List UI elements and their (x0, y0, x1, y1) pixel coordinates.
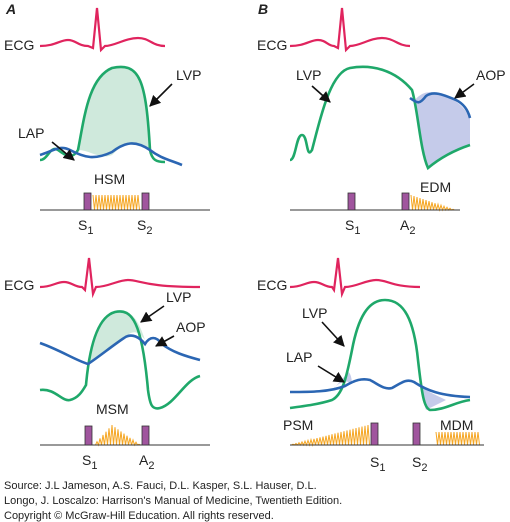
heart-sound (84, 425, 93, 446)
lap-curve (289, 377, 471, 399)
ecg-trace (289, 7, 411, 53)
lvp-curve (39, 310, 201, 410)
ecg-label: ECG (257, 277, 287, 293)
regurgitant-area (78, 66, 150, 157)
lap-curve (39, 142, 183, 167)
lvp-curve (289, 65, 471, 171)
sound-label: A2 (139, 452, 154, 472)
murmur-waveform (94, 424, 141, 447)
curve-label: LAP (18, 125, 44, 141)
curve-label: LAP (286, 349, 312, 365)
heart-sound (141, 425, 150, 446)
panel-label: A (5, 1, 16, 17)
sound-letter: A (400, 217, 410, 233)
heart-sound (401, 192, 410, 211)
murmur-waveform (290, 424, 370, 447)
panel-a: A ECG LVP LAP HSM S1 S2 (4, 1, 210, 237)
heart-sound (83, 192, 92, 211)
sound-sub: 1 (91, 460, 97, 472)
panel-d: ECG LVP LAP PSM MDM S1 S2 (257, 257, 484, 474)
sound-label: S1 (82, 452, 97, 472)
ecg-trace (39, 7, 166, 53)
murmur (290, 424, 480, 447)
source-line: Longo, J. Loscalzo: Harrison's Manual of… (4, 495, 342, 507)
heart-sound (412, 422, 421, 446)
arrow (155, 335, 175, 347)
sound-sub: 2 (409, 225, 415, 237)
arrow (317, 365, 345, 383)
murmur (94, 424, 141, 447)
murmur-waveform (92, 194, 140, 211)
sound-letter: S (370, 454, 379, 470)
curve-label: LVP (166, 289, 191, 305)
arrow (51, 141, 75, 161)
gradient-area (88, 311, 145, 365)
sound-label: S1 (345, 217, 360, 237)
curve-label: LVP (302, 305, 327, 321)
sound-letter: S (78, 217, 87, 233)
arrow (149, 83, 173, 107)
sound-label: S2 (412, 454, 427, 474)
arrow (321, 321, 345, 347)
sound-label: S2 (137, 217, 152, 237)
murmur-label: PSM (283, 417, 313, 433)
sound-letter: S (137, 217, 146, 233)
sound-label: S1 (78, 217, 93, 237)
aop-curve (39, 334, 201, 366)
curve-label: LVP (176, 67, 201, 83)
heart-sound (347, 192, 356, 211)
sound-sub: 2 (148, 460, 154, 472)
heart-sound (141, 192, 150, 211)
ecg-label: ECG (4, 37, 34, 53)
murmur-label: MDM (440, 417, 473, 433)
murmur (410, 194, 455, 212)
curve-label: AOP (176, 319, 206, 335)
arrow (140, 305, 165, 323)
ecg-trace (289, 257, 421, 299)
murmur-label: HSM (94, 171, 125, 187)
source-line: Copyright © McGraw-Hill Education. All r… (4, 510, 274, 522)
lvp-curve (289, 298, 471, 412)
arrow (454, 83, 475, 99)
sound-sub: 2 (421, 462, 427, 474)
ecg-trace (39, 257, 201, 299)
sound-letter: S (345, 217, 354, 233)
panel-label: B (258, 1, 268, 17)
sound-letter: S (412, 454, 421, 470)
sound-label: A2 (400, 217, 415, 237)
ecg-label: ECG (4, 277, 34, 293)
source-line: Source: J.L Jameson, A.S. Fauci, D.L. Ka… (4, 480, 317, 492)
curve-label: AOP (476, 67, 506, 83)
sound-sub: 2 (146, 225, 152, 237)
murmur (92, 194, 140, 211)
sound-letter: S (82, 452, 91, 468)
sound-sub: 1 (87, 225, 93, 237)
murmur-label: MSM (96, 401, 129, 417)
aop-curve (409, 92, 472, 119)
murmur-waveform (410, 194, 455, 212)
murmur-label: EDM (420, 179, 451, 195)
sound-sub: 1 (379, 462, 385, 474)
ecg-label: ECG (257, 37, 287, 53)
heart-sound (370, 422, 379, 446)
arrow (311, 85, 331, 103)
murmur-waveform (435, 431, 480, 446)
curve-label: LVP (296, 67, 321, 83)
panel-c: ECG LVP AOP MSM S1 A2 (4, 257, 210, 472)
panel-b: B ECG LVP AOP EDM S1 A2 (257, 1, 506, 237)
sound-label: S1 (370, 454, 385, 474)
sound-letter: A (139, 452, 149, 468)
sound-sub: 1 (354, 225, 360, 237)
